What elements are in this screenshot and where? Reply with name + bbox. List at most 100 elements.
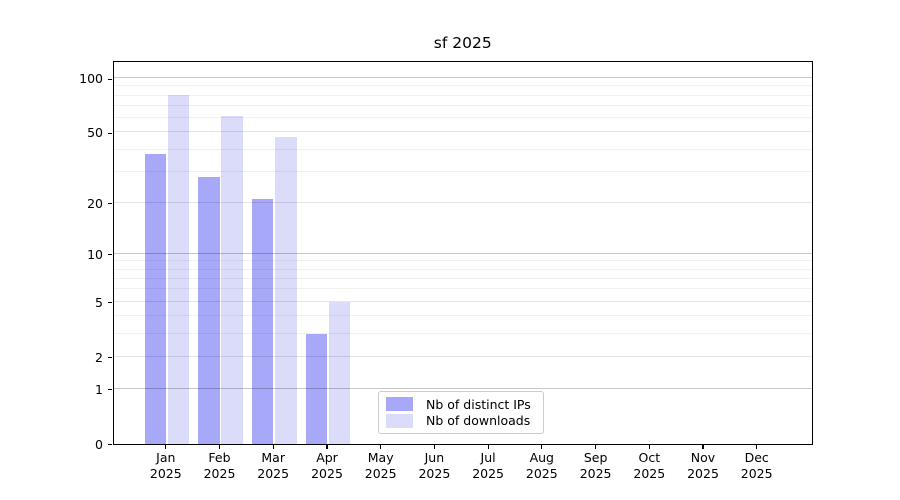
x-tick-label-jan: Jan 2025 [134,450,198,481]
x-tick-mark-mar [272,444,274,449]
x-tick-month: Jul [480,450,496,465]
x-tick-month: Feb [208,450,231,465]
legend-item-distinct-ips: Nb of distinct IPs [386,397,535,412]
gridline-y-3 [113,332,812,334]
x-tick-label-jun: Jun 2025 [402,450,466,481]
x-tick-year: 2025 [418,465,451,481]
y-tick-mark-2 [108,356,112,359]
x-tick-mark-dec [756,444,758,449]
x-tick-year: 2025 [472,465,504,481]
x-tick-label-feb: Feb 2025 [188,450,252,481]
x-tick-label-nov: Nov 2025 [671,450,735,481]
x-tick-year: 2025 [311,465,343,481]
legend-label-distinct-ips: Nb of distinct IPs [426,396,531,412]
bar-downloads-jan [167,94,190,444]
x-tick-month: Jan [156,450,176,465]
x-tick-year: 2025 [364,465,397,481]
gridline-y-8 [113,268,812,270]
x-tick-month: Apr [316,450,338,465]
x-tick-mark-may [380,444,382,449]
gridline-y-9 [113,260,812,262]
legend: Nb of distinct IPs Nb of downloads [378,390,544,434]
y-tick-mark-0 [108,443,112,446]
x-tick-month: Jun [424,450,445,465]
x-tick-mark-nov [702,444,704,449]
gridline-y-4 [113,315,812,317]
bar-distinct-ips-jan [144,153,166,444]
x-tick-mark-aug [541,444,543,449]
gridline-y-6 [113,288,812,290]
gridline-y-5 [113,300,812,302]
x-tick-label-oct: Oct 2025 [617,450,681,481]
x-tick-label-aug: Aug 2025 [510,450,574,481]
gridline-y-100 [113,77,812,79]
x-tick-month: Dec [744,450,769,465]
gridline-y-50 [113,131,812,133]
gridline-y-60 [113,117,812,119]
gridline-y-70 [113,105,812,106]
x-tick-mark-apr [326,444,328,449]
plot-canvas [113,62,812,444]
gridline-y-7 [113,277,812,279]
bar-distinct-ips-mar [251,198,274,444]
x-tick-year: 2025 [257,465,290,481]
gridline-y-20 [113,201,812,203]
gridline-y-30 [113,170,812,172]
x-tick-year: 2025 [149,465,182,481]
x-tick-month: May [367,450,394,465]
bar-distinct-ips-apr [305,333,328,444]
y-tick-label-0: 0 [95,436,103,452]
y-tick-label-5: 5 [95,294,103,310]
y-tick-label-20: 20 [87,195,103,211]
y-tick-mark-10 [108,254,112,256]
legend-item-downloads: Nb of downloads [386,413,535,428]
bar-distinct-ips-feb [198,176,220,444]
x-tick-mark-jul [487,444,489,449]
x-tick-label-jul: Jul 2025 [456,450,520,481]
x-tick-year: 2025 [687,465,719,481]
gridline-y-10 [113,252,812,254]
legend-swatch-downloads [386,413,413,428]
x-tick-label-apr: Apr 2025 [295,450,359,481]
gridline-y-1 [113,387,812,389]
bar-downloads-feb [221,115,243,444]
x-tick-mark-feb [218,444,221,449]
gridline-y-2 [113,355,812,357]
gridline-y-80 [113,94,812,96]
y-tick-mark-100 [108,78,112,80]
x-tick-mark-jun [433,444,435,449]
legend-label-downloads: Nb of downloads [426,413,531,428]
y-tick-label-1: 1 [95,381,103,397]
x-tick-year: 2025 [203,465,236,481]
bar-downloads-mar [275,137,297,444]
plot-area [112,61,813,445]
x-tick-month: Aug [529,450,554,465]
y-tick-label-10: 10 [87,246,103,262]
x-tick-month: Mar [261,450,285,465]
y-tick-mark-1 [108,389,112,391]
bar-downloads-apr [328,301,351,444]
legend-swatch-distinct-ips [386,397,413,411]
x-tick-label-sep: Sep 2025 [564,450,628,481]
y-tick-mark-5 [108,302,112,304]
y-tick-mark-20 [108,202,112,205]
x-tick-month: Sep [583,450,608,465]
x-tick-year: 2025 [633,465,666,481]
x-tick-mark-sep [595,444,597,449]
x-tick-month: Nov [690,450,716,465]
x-tick-mark-oct [648,444,650,449]
gridline-y-90 [113,85,812,87]
gridline-y-40 [113,148,812,150]
x-tick-label-may: May 2025 [349,450,413,481]
x-tick-year: 2025 [740,465,773,481]
x-tick-year: 2025 [579,465,612,481]
y-tick-label-100: 100 [79,71,103,87]
x-tick-mark-jan [165,444,167,449]
y-tick-label-50: 50 [87,125,103,141]
y-tick-label-2: 2 [95,349,103,365]
x-tick-label-mar: Mar 2025 [241,450,305,481]
x-tick-month: Oct [638,450,661,465]
x-tick-year: 2025 [525,465,558,481]
y-tick-mark-50 [108,132,112,134]
